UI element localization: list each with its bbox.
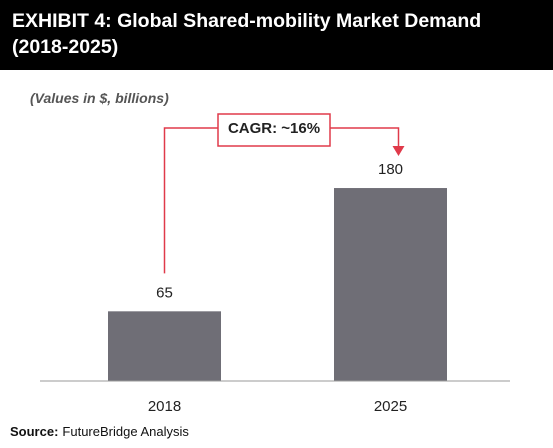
bar xyxy=(334,188,447,381)
chart-title: EXHIBIT 4: Global Shared-mobility Market… xyxy=(12,10,482,58)
value-label: 180 xyxy=(378,161,403,178)
annotation-arrow xyxy=(392,146,405,157)
x-tick-label: 2018 xyxy=(148,398,181,415)
bar xyxy=(108,311,221,381)
source-label: Source: xyxy=(10,424,59,439)
chart-subtitle: (Values in $, billions) xyxy=(30,90,169,106)
x-tick-label: 2025 xyxy=(374,398,407,415)
annotation-box xyxy=(217,113,331,147)
source-text: FutureBridge Analysis xyxy=(62,424,189,439)
annotation-connector xyxy=(163,127,218,274)
annotation: CAGR: ~16% xyxy=(228,120,320,137)
chart: 65 2018 180 2025 CAGR: ~16% xyxy=(40,113,510,415)
header: EXHIBIT 4: Global Shared-mobility Market… xyxy=(0,0,553,70)
annotation-connector xyxy=(330,127,400,149)
value-label: 65 xyxy=(156,284,173,301)
source: Source: FutureBridge Analysis xyxy=(10,424,189,439)
